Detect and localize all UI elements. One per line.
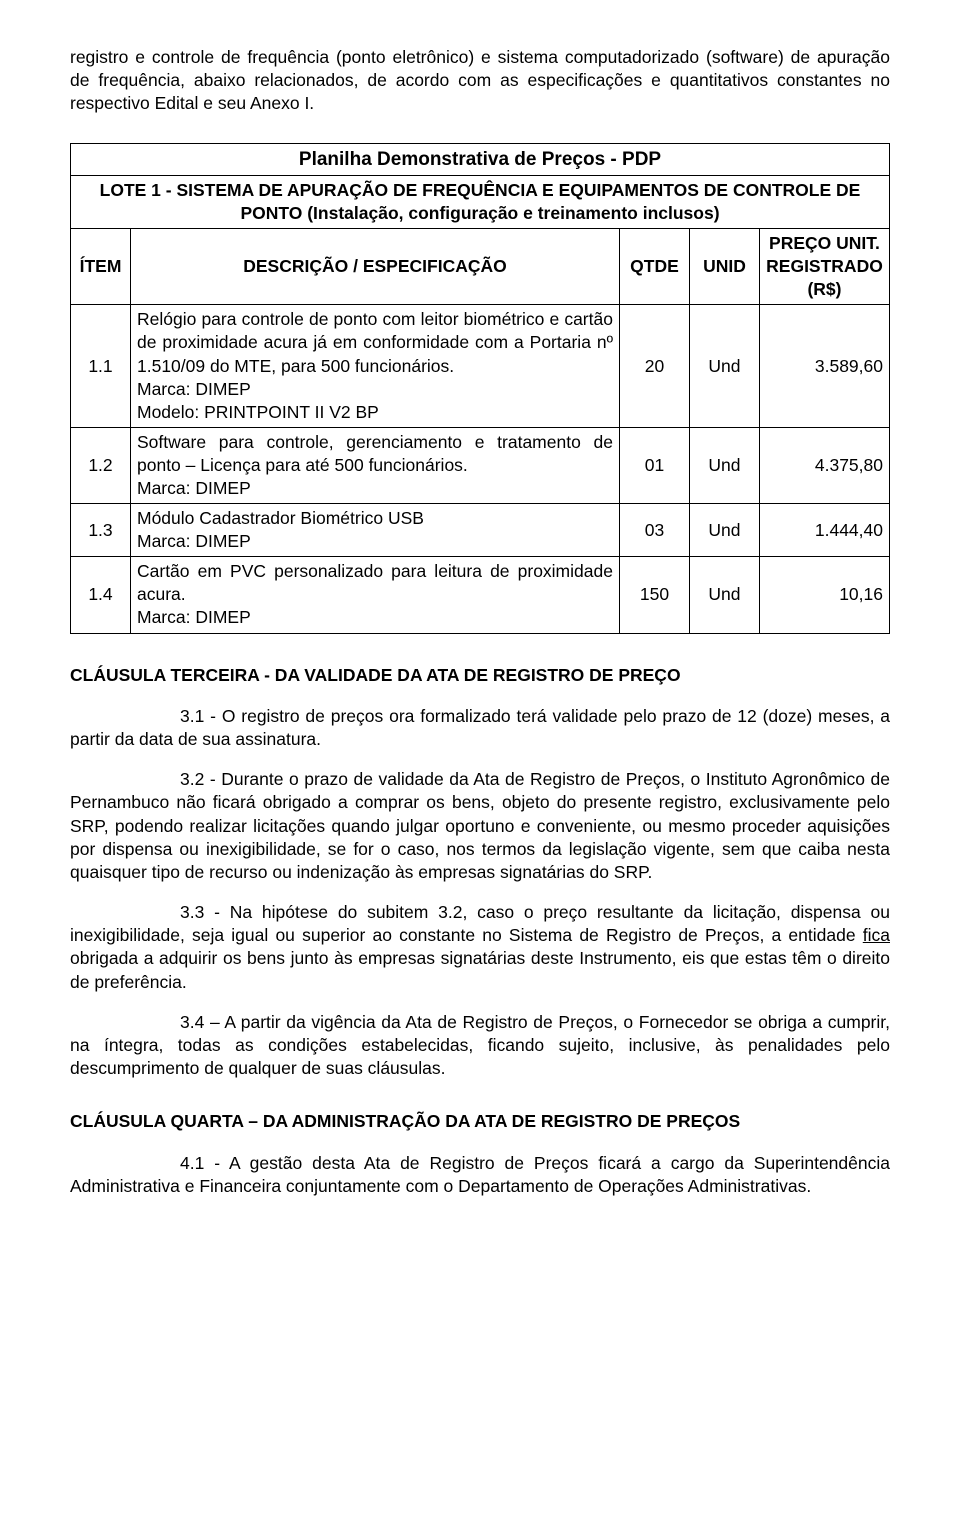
- cell-unid: Und: [689, 504, 759, 557]
- clausula-4-title: CLÁUSULA QUARTA – DA ADMINISTRAÇÃO DA AT…: [70, 1110, 890, 1133]
- table-header-row: ÍTEM DESCRIÇÃO / ESPECIFICAÇÃO QTDE UNID…: [71, 229, 890, 305]
- cell-preco: 4.375,80: [759, 427, 889, 503]
- clausula-3-p4: 3.4 – A partir da vigência da Ata de Reg…: [70, 1011, 890, 1080]
- table-title: Planilha Demonstrativa de Preços - PDP: [71, 143, 890, 175]
- cell-qtde: 20: [619, 305, 689, 427]
- cell-item: 1.1: [71, 305, 131, 427]
- col-qtde: QTDE: [619, 229, 689, 305]
- cell-desc: Cartão em PVC personalizado para leitura…: [131, 557, 620, 633]
- cell-qtde: 01: [619, 427, 689, 503]
- table-row: 1.3 Módulo Cadastrador Biométrico USBMar…: [71, 504, 890, 557]
- clausula-3-p3: 3.3 - Na hipótese do subitem 3.2, caso o…: [70, 901, 890, 993]
- cell-qtde: 03: [619, 504, 689, 557]
- cell-unid: Und: [689, 557, 759, 633]
- table-row: 1.2 Software para controle, gerenciament…: [71, 427, 890, 503]
- cell-qtde: 150: [619, 557, 689, 633]
- table-lote-row: LOTE 1 - SISTEMA DE APURAÇÃO DE FREQUÊNC…: [71, 175, 890, 228]
- cell-item: 1.4: [71, 557, 131, 633]
- cell-preco: 10,16: [759, 557, 889, 633]
- cell-preco: 3.589,60: [759, 305, 889, 427]
- col-preco: PREÇO UNIT. REGISTRADO (R$): [759, 229, 889, 305]
- col-unid: UNID: [689, 229, 759, 305]
- cell-unid: Und: [689, 305, 759, 427]
- underline-fica: fica: [863, 925, 890, 945]
- table-row: 1.1 Relógio para controle de ponto com l…: [71, 305, 890, 427]
- table-lote: LOTE 1 - SISTEMA DE APURAÇÃO DE FREQUÊNC…: [71, 175, 890, 228]
- cell-item: 1.3: [71, 504, 131, 557]
- price-table: Planilha Demonstrativa de Preços - PDP L…: [70, 143, 890, 634]
- table-row: 1.4 Cartão em PVC personalizado para lei…: [71, 557, 890, 633]
- clausula-4-p1: 4.1 - A gestão desta Ata de Registro de …: [70, 1152, 890, 1198]
- table-title-row: Planilha Demonstrativa de Preços - PDP: [71, 143, 890, 175]
- cell-unid: Und: [689, 427, 759, 503]
- col-item: ÍTEM: [71, 229, 131, 305]
- clausula-3-p3-a: 3.3 - Na hipótese do subitem 3.2, caso o…: [70, 902, 890, 945]
- cell-desc: Software para controle, gerenciamento e …: [131, 427, 620, 503]
- clausula-3-title: CLÁUSULA TERCEIRA - DA VALIDADE DA ATA D…: [70, 664, 890, 687]
- cell-preco: 1.444,40: [759, 504, 889, 557]
- intro-paragraph: registro e controle de frequência (ponto…: [70, 46, 890, 115]
- cell-desc: Módulo Cadastrador Biométrico USBMarca: …: [131, 504, 620, 557]
- document-page: registro e controle de frequência (ponto…: [0, 0, 960, 1518]
- clausula-3-p1: 3.1 - O registro de preços ora formaliza…: [70, 705, 890, 751]
- col-desc: DESCRIÇÃO / ESPECIFICAÇÃO: [131, 229, 620, 305]
- cell-item: 1.2: [71, 427, 131, 503]
- cell-desc: Relógio para controle de ponto com leito…: [131, 305, 620, 427]
- clausula-3-p2: 3.2 - Durante o prazo de validade da Ata…: [70, 768, 890, 883]
- clausula-3-p3-b: obrigada a adquirir os bens junto às emp…: [70, 948, 890, 991]
